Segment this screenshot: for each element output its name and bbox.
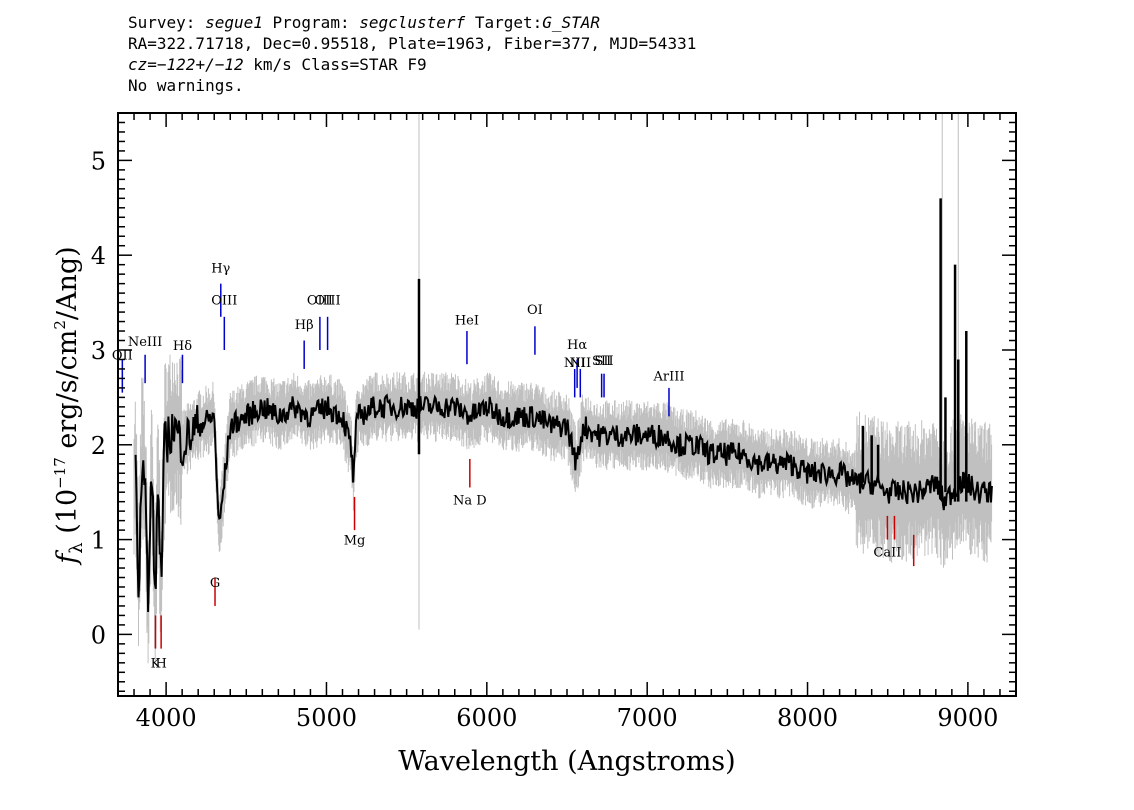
absorption-label-5: CaII: [873, 546, 901, 561]
error-band: [133, 113, 993, 664]
x-tick-label-5: 9000: [937, 704, 998, 732]
cz-label: cz=: [128, 55, 157, 74]
target-value: G_STAR: [542, 13, 601, 32]
y-axis-title-sup2: 2: [51, 320, 69, 330]
target-label: Target:: [474, 13, 543, 32]
y-tick-label-3: 3: [91, 337, 106, 365]
header-line-warnings: No warnings.: [128, 76, 244, 95]
y-tick-label-0: 0: [91, 621, 106, 649]
absorption-label-2: G: [210, 576, 220, 591]
error-band-path: [133, 354, 993, 664]
program-value: segclusterf: [359, 13, 466, 32]
y-axis-title-sup1: −17: [51, 457, 69, 489]
emission-label-1: NeIII: [128, 335, 162, 350]
y-axis-title-sub: λ: [66, 542, 87, 553]
emission-label-13: SII: [592, 354, 611, 369]
emission-label-5: Hβ: [295, 318, 314, 333]
axes: 4000 5000 6000 7000 8000 9000 0 1 2 3 4 5: [91, 112, 1017, 732]
y-axis-title-end: /Ang): [52, 246, 83, 320]
x-tick-label-1: 5000: [296, 704, 357, 732]
flux-line: [134, 393, 993, 613]
program-label: Program:: [272, 13, 350, 32]
emission-label-4: OIII: [211, 293, 237, 308]
absorption-label-3: Mg: [344, 533, 366, 548]
y-axis-title-mid: (10: [52, 489, 83, 542]
emission-label-14: SII: [594, 354, 613, 369]
y-tick-label-2: 2: [91, 432, 106, 460]
x-tick-label-0: 4000: [136, 704, 197, 732]
y-tick-label-1: 1: [91, 527, 106, 555]
emission-label-11: Hα: [567, 338, 587, 353]
cz-units-class: km/s Class=STAR F9: [253, 55, 427, 74]
emission-label-12: NII: [569, 356, 591, 371]
x-tick-label-3: 7000: [617, 704, 678, 732]
x-axis-title: Wavelength (Angstroms): [398, 746, 735, 777]
emission-label-8: HeI: [455, 313, 479, 328]
emission-label-3: Hγ: [211, 261, 230, 276]
survey-label: Survey:: [128, 13, 196, 32]
absorption-label-1: H: [155, 657, 166, 672]
emission-label-10: NII: [564, 356, 586, 371]
absorption-label-0: K: [151, 657, 161, 672]
survey-value: segue1: [205, 13, 263, 32]
y-axis-title-f: f: [52, 550, 83, 566]
header-line-redshift: cz=−122+/−12 km/s Class=STAR F9: [128, 54, 696, 75]
x-tick-label-2: 6000: [456, 704, 517, 732]
emission-label-6: OIII: [307, 293, 333, 308]
header-line-survey: Survey: segue1 Program: segclusterf Targ…: [128, 12, 696, 33]
x-tick-label-4: 8000: [777, 704, 838, 732]
y-axis-title: fλ (10−17 erg/s/cm2/Ang): [51, 246, 87, 565]
cz-value: −122+/−12: [156, 55, 244, 74]
spectrum-header: Survey: segue1 Program: segclusterf Targ…: [128, 12, 696, 96]
emission-label-9: OI: [527, 303, 543, 318]
y-axis-title-mid2: erg/s/cm: [52, 330, 83, 458]
header-line-coords: RA=322.71718, Dec=0.95518, Plate=1963, F…: [128, 34, 697, 53]
y-tick-label-5: 5: [91, 147, 106, 175]
flux-series: [134, 393, 993, 613]
emission-label-2: Hδ: [173, 339, 192, 354]
emission-label-7: OIII: [315, 293, 341, 308]
absorption-label-4: Na D: [453, 494, 487, 509]
emission-label-15: ArIII: [652, 369, 684, 384]
y-tick-label-4: 4: [91, 242, 106, 270]
